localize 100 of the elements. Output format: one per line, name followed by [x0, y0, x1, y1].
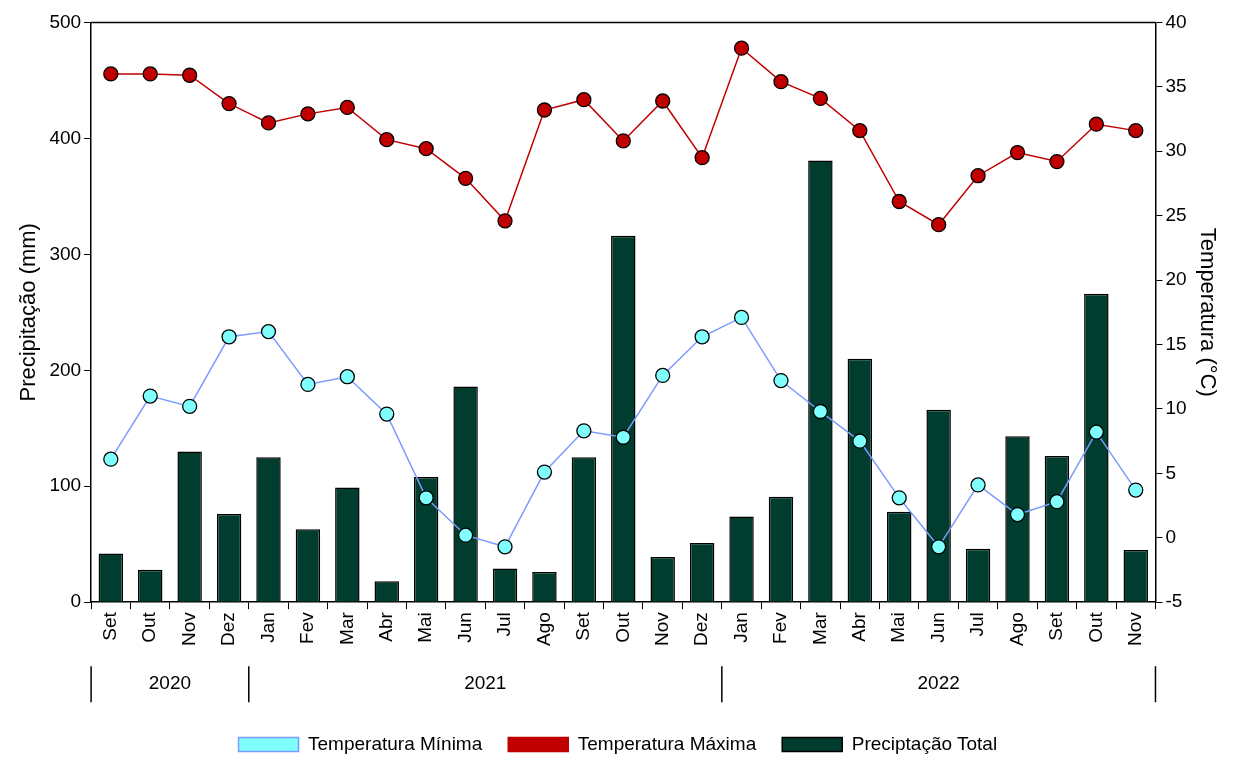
text: 2020: [148, 672, 192, 694]
x-tick-label: Jan: [729, 612, 751, 643]
x-tick-label: Set: [572, 611, 594, 641]
point: [379, 132, 395, 148]
point: [142, 388, 158, 404]
point: [615, 133, 631, 149]
x-tick-label: Out: [138, 611, 160, 643]
x-tick-label: Jan: [256, 612, 278, 643]
point: [655, 93, 671, 109]
x-tick-label: Mai: [887, 612, 909, 643]
y2-axis-title: Temperatura (°C): [1195, 227, 1221, 397]
point: [1009, 144, 1026, 161]
point: [891, 490, 907, 506]
x-tick-label: Dez: [690, 612, 712, 646]
legend-label: Preciptação Total: [851, 732, 998, 754]
point: [1009, 506, 1026, 523]
x-tick-label: Set: [1045, 611, 1067, 641]
y2-tick-label: 20: [1165, 268, 1187, 290]
point: [931, 539, 947, 555]
point: [260, 115, 277, 131]
x-tick-label: Jun: [926, 612, 948, 643]
point: [379, 406, 395, 422]
x-tick-label: Mar: [335, 611, 357, 645]
point: [457, 527, 474, 543]
point: [182, 398, 198, 414]
y2-tick-label: 10: [1165, 397, 1187, 419]
point: [418, 141, 434, 157]
x-tick-label: Abr: [374, 611, 396, 642]
point: [773, 372, 789, 389]
y2-tick-label: 15: [1165, 332, 1187, 354]
point: [536, 102, 553, 118]
point: [615, 429, 631, 445]
point: [773, 74, 789, 90]
x-tick-label: Nov: [1123, 611, 1145, 646]
point: [497, 539, 513, 555]
y-tick-label: 100: [49, 474, 82, 496]
legend-label: Temperatura Mínima: [308, 732, 483, 754]
point: [300, 106, 316, 122]
y-tick-label: 400: [49, 126, 82, 148]
x-tick-label: Mar: [808, 611, 830, 645]
point: [733, 40, 750, 56]
point: [300, 376, 316, 393]
x-tick-label: Jul: [493, 612, 515, 637]
y2-tick-label: 30: [1165, 139, 1187, 161]
point: [655, 367, 671, 384]
point: [970, 168, 986, 184]
y2-tick-label: 25: [1165, 203, 1187, 225]
x-tick-label: Abr: [848, 611, 870, 642]
point: [931, 217, 947, 233]
y-axis-title: Precipitação (mm): [15, 223, 41, 402]
x-tick-label: Jun: [453, 612, 475, 643]
point: [812, 403, 829, 420]
x-tick-label: Out: [1084, 611, 1106, 643]
x-tick-label: Set: [99, 611, 121, 641]
y2-tick-label: 5: [1165, 461, 1177, 483]
point: [852, 433, 868, 449]
y-tick-label: 500: [49, 10, 82, 32]
point: [182, 67, 198, 83]
x-tick-label: Fev: [296, 611, 318, 644]
legend-label: Temperatura Máxima: [577, 732, 757, 754]
y2-tick-label: 35: [1165, 75, 1187, 97]
point: [576, 92, 592, 108]
point: [1049, 494, 1065, 510]
point: [694, 329, 710, 345]
y-tick-label: 300: [49, 242, 82, 264]
point: [891, 193, 907, 210]
y2-tick-label: 0: [1165, 526, 1177, 548]
x-tick-label: Jul: [966, 612, 988, 637]
point: [1128, 482, 1144, 498]
text: 2021: [464, 672, 507, 694]
point: [339, 369, 355, 385]
point: [103, 451, 119, 467]
point: [418, 490, 434, 506]
point: [1088, 116, 1104, 132]
point: [339, 99, 355, 116]
x-tick-label: Nov: [177, 611, 199, 646]
point: [576, 423, 592, 439]
x-tick-label: Ago: [532, 612, 554, 647]
point: [221, 95, 237, 112]
y-tick-label: 0: [70, 590, 82, 612]
x-tick-label: Nov: [650, 611, 672, 646]
point: [1049, 153, 1065, 170]
point: [260, 323, 277, 340]
point: [497, 213, 513, 229]
x-tick-label: Mai: [414, 612, 436, 643]
point: [536, 464, 553, 480]
point: [852, 122, 868, 139]
point: [103, 66, 119, 82]
point: [221, 329, 237, 345]
y2-tick-label: 40: [1165, 10, 1187, 32]
y2-tick-label: -5: [1165, 590, 1183, 612]
text: 2022: [917, 672, 960, 694]
point: [1128, 122, 1144, 139]
x-tick-label: Dez: [217, 612, 239, 646]
x-tick-label: Fev: [769, 611, 791, 644]
point: [694, 150, 710, 166]
y-tick-label: 200: [49, 358, 82, 380]
point: [457, 170, 474, 186]
point: [733, 309, 750, 326]
point: [142, 66, 158, 82]
